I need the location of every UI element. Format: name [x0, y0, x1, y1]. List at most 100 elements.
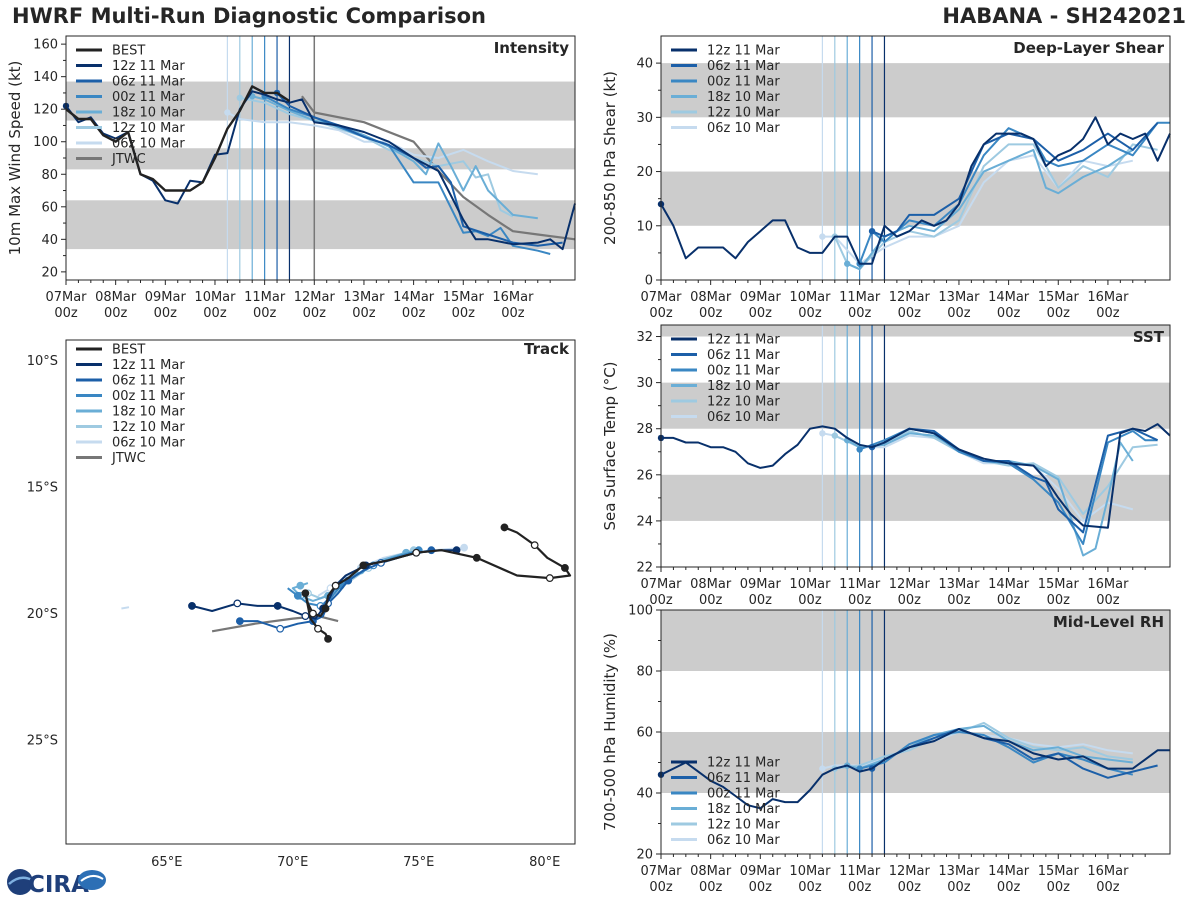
- intensity-init-point: [236, 94, 244, 102]
- shear-xtick-label: 09Mar: [740, 290, 782, 305]
- track-best-marker: [324, 634, 332, 643]
- intensity-ylabel: 10m Max Wind Speed (kt): [6, 61, 24, 256]
- intensity-series-06z-11-mar: [276, 92, 563, 247]
- shear-init-point: [868, 228, 876, 235]
- intensity-xtick-label: 16Mar: [492, 290, 534, 305]
- intensity-xtick-sub: 00z: [154, 306, 178, 321]
- track-series-12z-11-mar-marker: [273, 602, 282, 610]
- intensity-xtick-sub: 00z: [54, 306, 78, 321]
- intensity-legend-label: 06z 11 Mar: [112, 75, 185, 90]
- sst-xtick-sub: 00z: [898, 593, 922, 608]
- intensity-xtick-label: 13Mar: [343, 290, 385, 305]
- shear-xtick-label: 16Mar: [1087, 290, 1129, 305]
- shear-band: [661, 63, 1170, 118]
- rh-band: [661, 610, 1170, 671]
- rh-xtick-sub: 00z: [699, 880, 723, 895]
- track-lat-label: 20°S: [27, 607, 58, 622]
- sst-legend-label: 06z 10 Mar: [707, 410, 780, 425]
- track-series-18z-10-mar-marker: [296, 581, 305, 590]
- shear-ytick-label: 10: [636, 219, 653, 234]
- rh-ylabel: 700-500 hPa Humidity (%): [601, 633, 619, 831]
- intensity-ytick-label: 140: [33, 70, 58, 85]
- shear-xtick-sub: 00z: [1096, 306, 1120, 321]
- rh-series-12z-10-mar: [834, 721, 1133, 770]
- shear-xtick-label: 13Mar: [938, 290, 980, 305]
- rh-xtick-label: 08Mar: [690, 864, 732, 879]
- track-best-marker: [331, 581, 340, 590]
- rh-xtick-label: 12Mar: [889, 864, 931, 879]
- rh-xtick-label: 07Mar: [640, 864, 682, 879]
- sst-init-point: [831, 432, 839, 439]
- shear-xtick-sub: 00z: [798, 306, 822, 321]
- intensity-xtick-sub: 00z: [203, 306, 227, 321]
- shear-ytick-label: 30: [636, 111, 653, 126]
- shear-frame: [660, 35, 1171, 281]
- intensity-init-point: [224, 109, 231, 116]
- intensity-xtick-sub: 00z: [501, 306, 525, 321]
- intensity-ytick-label: 120: [33, 103, 58, 118]
- sst-xtick-label: 13Mar: [938, 577, 980, 592]
- intensity-xtick-label: 07Mar: [45, 290, 87, 305]
- sst-xtick-label: 07Mar: [640, 577, 682, 592]
- rh-xtick-sub: 00z: [947, 880, 971, 895]
- track-legend-label: 12z 11 Mar: [112, 358, 185, 373]
- track-lat-label: 15°S: [27, 480, 58, 495]
- shear-series-12z-11-mar: [660, 116, 1171, 265]
- track-best-marker: [530, 541, 539, 550]
- intensity-xtick-sub: 00z: [352, 306, 376, 321]
- shear-series-06z-10-mar: [822, 154, 1134, 265]
- rh-xtick-sub: 00z: [649, 880, 673, 895]
- shear-series-12z-10-mar: [833, 143, 1158, 271]
- shear-legend-label: 06z 10 Mar: [707, 121, 780, 136]
- sst-title: SST: [1133, 328, 1165, 346]
- track-best-marker: [321, 604, 330, 613]
- sst-xtick-label: 14Mar: [988, 577, 1030, 592]
- track-lon-label: 80°E: [529, 855, 560, 870]
- intensity-xtick-label: 08Mar: [95, 290, 137, 305]
- intensity-xtick-sub: 00z: [253, 306, 277, 321]
- track-best-marker: [545, 574, 554, 582]
- rh-xtick-label: 09Mar: [740, 864, 782, 879]
- track-series-12z-11-mar-marker: [233, 599, 242, 608]
- intensity-ytick-label: 40: [41, 233, 58, 248]
- sst-xtick-sub: 00z: [649, 593, 673, 608]
- track-best-marker: [309, 609, 317, 618]
- sst-xtick-label: 12Mar: [889, 577, 931, 592]
- track-legend-label: BEST: [112, 343, 145, 358]
- track-best-marker: [314, 624, 322, 633]
- rh-panel: 2040608010007Mar00z08Mar00z09Mar00z10Mar…: [601, 604, 1171, 895]
- rh-xtick-label: 11Mar: [839, 864, 881, 879]
- sst-xtick-sub: 00z: [699, 593, 723, 608]
- track-panel: 65°E 70°E 75°E 80°E 10°S 15°S 20°S 25°S Track BES…: [27, 339, 576, 870]
- sst-band: [661, 382, 1170, 429]
- intensity-xtick-label: 12Mar: [294, 290, 336, 305]
- track-best-marker: [472, 553, 481, 562]
- rh-ytick-label: 60: [636, 726, 653, 741]
- track-jtwc: [211, 614, 339, 633]
- shear-xtick-sub: 00z: [699, 306, 723, 321]
- shear-init-point: [819, 233, 826, 240]
- track-series-stray: [121, 606, 130, 610]
- rh-ytick-label: 40: [636, 787, 653, 802]
- shear-xtick-label: 12Mar: [889, 290, 931, 305]
- sst-ylabel: Sea Surface Temp (°C): [601, 361, 619, 530]
- track-best-marker: [561, 564, 569, 572]
- track-lon-label: 75°E: [403, 855, 434, 870]
- sst-frame: [660, 324, 1171, 568]
- rh-legend-label: 00z 11 Mar: [707, 787, 780, 802]
- track-legend-label: 00z 11 Mar: [112, 389, 185, 404]
- cira-logo: CIRA: [7, 869, 106, 898]
- intensity-panel: 2040608010012014016007Mar00z08Mar00z09Ma…: [6, 35, 576, 321]
- sst-xtick-label: 08Mar: [690, 577, 732, 592]
- rh-series-12z-11-mar: [660, 728, 1170, 810]
- rh-xtick-label: 10Mar: [789, 864, 831, 879]
- track-legend-label: JTWC: [111, 451, 146, 466]
- intensity-legend-label: 06z 10 Mar: [112, 137, 185, 152]
- sst-series-12z-11-mar: [661, 423, 1171, 529]
- sst-xtick-label: 09Mar: [740, 577, 782, 592]
- shear-legend-label: 12z 10 Mar: [707, 106, 780, 121]
- sst-xtick-sub: 00z: [749, 593, 773, 608]
- intensity-legend-label: JTWC: [111, 152, 146, 167]
- intensity-xtick-label: 14Mar: [393, 290, 435, 305]
- sst-legend-label: 12z 10 Mar: [707, 395, 780, 410]
